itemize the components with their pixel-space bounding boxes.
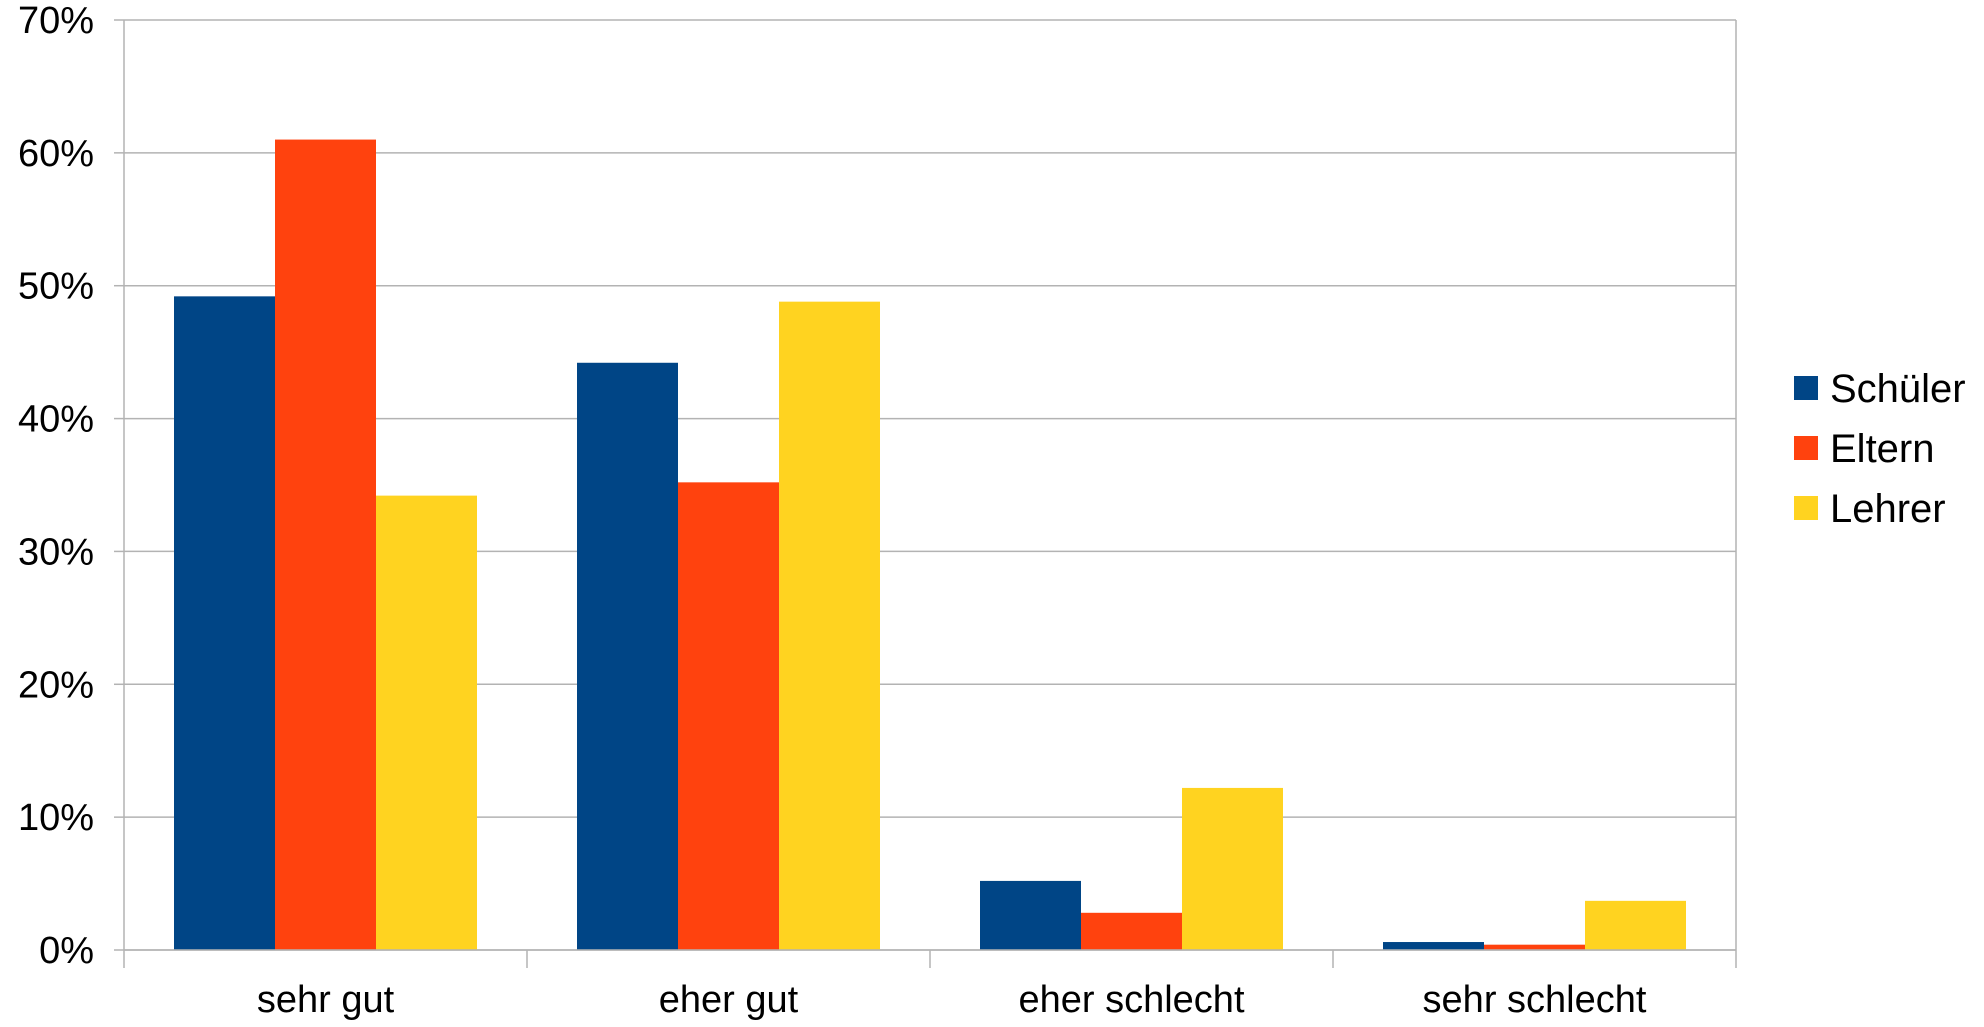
y-tick-label: 40%	[18, 399, 94, 441]
bar-eltern	[678, 482, 779, 950]
x-tick-label: eher schlecht	[1018, 979, 1244, 1021]
bar-sch-ler	[1383, 942, 1484, 950]
y-tick-label: 60%	[18, 133, 94, 175]
bars	[174, 139, 1686, 951]
y-tick-label: 30%	[18, 531, 94, 573]
bar-lehrer	[376, 495, 477, 950]
y-tick-label: 50%	[18, 266, 94, 308]
x-tick-label: sehr schlecht	[1423, 979, 1647, 1021]
x-tick-label: sehr gut	[257, 979, 395, 1021]
y-tick-label: 0%	[39, 930, 94, 972]
bar-lehrer	[779, 301, 880, 951]
bar-eltern	[1484, 944, 1585, 950]
bar-eltern	[275, 139, 376, 951]
legend-label: Schüler	[1830, 367, 1966, 411]
bar-sch-ler	[174, 296, 275, 950]
legend: Schüler Eltern Lehrer	[1794, 367, 1966, 531]
legend-label: Eltern	[1830, 427, 1935, 471]
legend-swatch	[1794, 376, 1818, 400]
bar-sch-ler	[577, 362, 678, 950]
y-tick-label: 70%	[18, 0, 94, 42]
legend-swatch	[1794, 436, 1818, 460]
axes: 0% 10% 20% 30% 40% 50% 60% 70% sehr gut eher gut e…	[18, 0, 1737, 1021]
y-tick-label: 10%	[18, 797, 94, 839]
legend-label: Lehrer	[1830, 487, 1946, 531]
x-tick-label: eher gut	[659, 979, 799, 1021]
bar-lehrer	[1585, 900, 1686, 950]
bar-sch-ler	[980, 880, 1081, 950]
legend-swatch	[1794, 496, 1818, 520]
y-tick-label: 20%	[18, 664, 94, 706]
bar-eltern	[1081, 912, 1182, 950]
bar-lehrer	[1182, 787, 1283, 950]
